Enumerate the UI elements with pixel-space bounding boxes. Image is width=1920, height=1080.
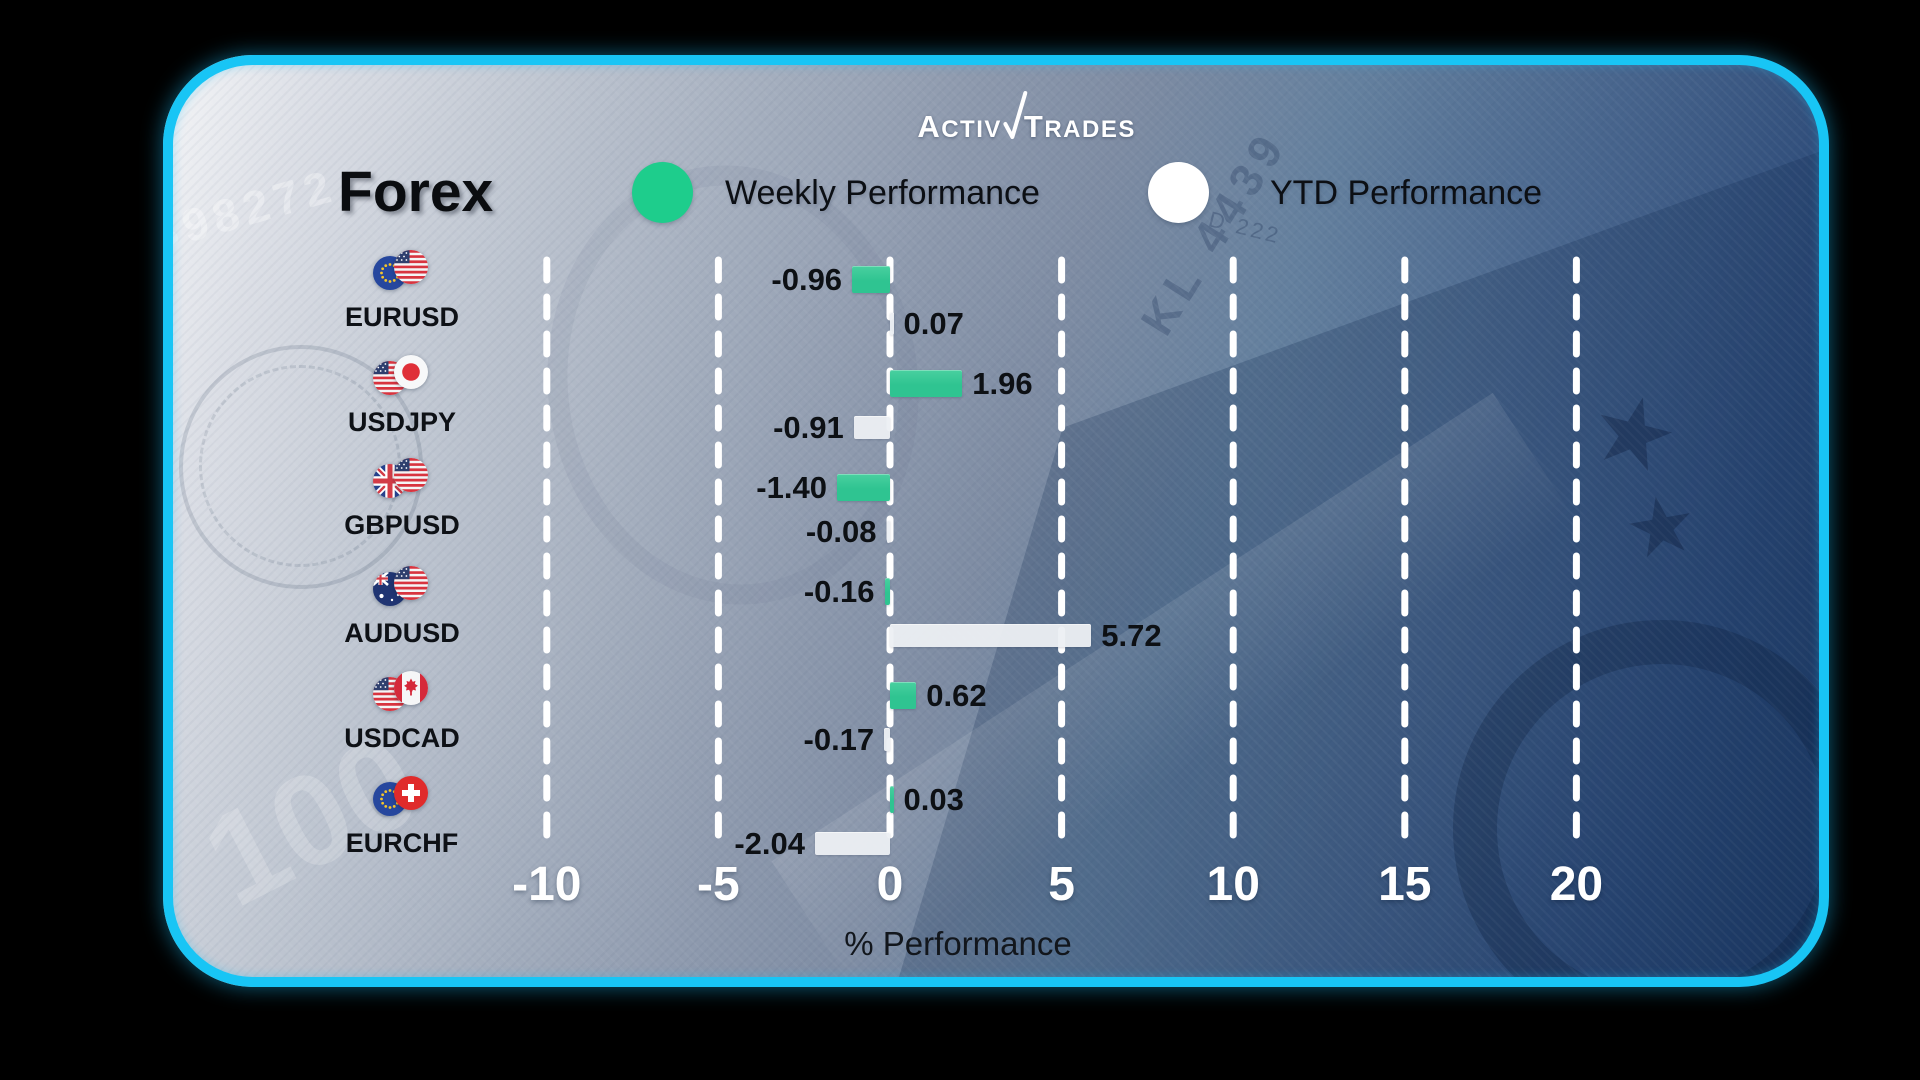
flag-pair-audusd <box>373 566 429 606</box>
x-axis-title: % Performance <box>844 925 1072 962</box>
x-axis-tick-label: 5 <box>1048 858 1075 911</box>
logo-text: RADES <box>1044 116 1136 143</box>
weekly-bar-audusd <box>884 578 890 605</box>
ytd-value-label: -0.08 <box>805 513 877 549</box>
ytd-bar-audusd <box>890 624 1092 647</box>
weekly-value-label: 1.96 <box>972 365 1033 401</box>
pair-label-eurusd: EURUSD <box>344 302 459 332</box>
x-axis-tick-label: -5 <box>697 858 740 911</box>
weekly-value-label: -0.96 <box>771 261 843 297</box>
weekly-bar-gbpusd <box>836 474 890 501</box>
x-axis-tick-label: -10 <box>512 858 582 911</box>
logo-text: CTIV <box>941 116 1002 143</box>
weekly-bar-usdcad <box>890 682 917 709</box>
pair-label-usdjpy: USDJPY <box>347 407 457 437</box>
x-axis-tick-label: 0 <box>876 858 904 911</box>
weekly-legend-swatch-icon <box>632 162 693 223</box>
dashed-gridlines <box>543 256 1580 854</box>
x-axis-tick-label: 20 <box>1549 858 1604 911</box>
flag-pair-eurchf <box>373 776 429 816</box>
logo-check-icon <box>1002 91 1027 139</box>
weekly-value-label: -1.40 <box>756 469 827 505</box>
activtrades-logo: A CTIV T RADES <box>917 83 1136 145</box>
weekly-value-label: 0.03 <box>903 781 964 817</box>
ytd-bar-gbpusd <box>886 520 890 543</box>
ytd-legend-swatch-icon <box>1148 162 1209 223</box>
flag-us-icon <box>394 250 428 284</box>
ytd-value-label: 0.07 <box>903 305 964 341</box>
pair-label-gbpusd: GBPUSD <box>344 510 460 540</box>
ytd-bar-eurusd <box>890 312 894 335</box>
weekly-bar-eurusd <box>852 266 890 293</box>
ytd-value-label: 5.72 <box>1101 617 1162 653</box>
logo-text: T <box>1023 109 1045 144</box>
ytd-value-label: -2.04 <box>734 825 805 861</box>
pair-label-audusd: AUDUSD <box>344 618 460 648</box>
weekly-value-label: -0.16 <box>803 573 875 609</box>
ytd-value-label: -0.17 <box>803 721 875 757</box>
flag-ch-icon <box>394 776 428 810</box>
forex-performance-card: 398272 KL 4439 D 222 ★ ★ 100 A CTIV T RADES… <box>163 55 1829 987</box>
logo-text: A <box>917 109 942 144</box>
pair-label-eurchf: EURCHF <box>345 828 459 858</box>
flag-pair-usdjpy <box>373 355 429 395</box>
x-axis-tick-label: 10 <box>1206 858 1260 911</box>
flag-us-icon <box>394 566 428 600</box>
ytd-bar-usdjpy <box>853 416 890 439</box>
weekly-bar-usdjpy <box>890 370 963 397</box>
flag-pair-gbpusd <box>373 458 429 498</box>
weekly-legend-label: Weekly Performance <box>725 174 1040 212</box>
weekly-value-label: 0.62 <box>926 677 987 713</box>
flag-pair-eurusd <box>373 250 429 290</box>
flag-us-icon <box>394 458 428 492</box>
flag-pair-usdcad <box>373 671 429 711</box>
pair-label-usdcad: USDCAD <box>344 723 460 753</box>
weekly-bar-eurchf <box>890 786 894 813</box>
flag-jp-icon <box>394 355 428 389</box>
ytd-value-label: -0.91 <box>773 409 844 445</box>
chart-title: Forex <box>338 160 494 224</box>
ytd-bar-eurchf <box>814 832 890 855</box>
x-axis-tick-label: 15 <box>1378 858 1432 911</box>
ytd-bar-usdcad <box>884 728 890 751</box>
ytd-legend-label: YTD Performance <box>1270 174 1543 212</box>
flag-ca-icon <box>394 671 428 705</box>
